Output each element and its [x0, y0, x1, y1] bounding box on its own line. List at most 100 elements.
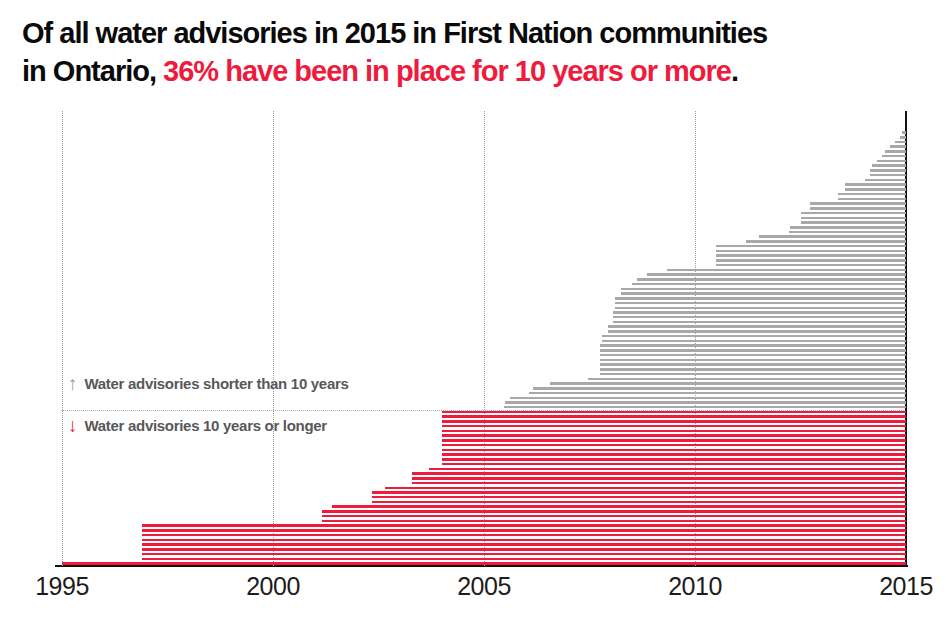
chart-title: Of all water advisories in 2015 in First… — [22, 14, 946, 91]
advisory-bar — [550, 382, 906, 385]
advisory-bar — [442, 425, 906, 428]
advisory-bar — [142, 553, 906, 556]
legend-longer-label: Water advisories 10 years or longer — [85, 417, 327, 434]
x-axis-labels: 19952000200520102015 — [62, 566, 908, 606]
advisory-bar — [412, 477, 906, 480]
advisory-bar — [372, 496, 906, 499]
advisory-bar — [882, 155, 906, 158]
advisory-bar — [895, 141, 906, 144]
advisory-bar — [790, 226, 906, 229]
advisory-bar — [885, 150, 906, 153]
advisory-bar — [810, 207, 906, 210]
advisory-bar — [637, 278, 906, 281]
advisory-bar — [865, 179, 906, 182]
advisory-bar — [529, 392, 906, 395]
x-tick-label-2015: 2015 — [879, 572, 933, 601]
advisory-bar — [613, 311, 906, 314]
advisory-bar — [845, 183, 906, 186]
advisory-bar — [142, 524, 906, 527]
advisory-bar — [615, 307, 906, 310]
advisory-bar — [505, 401, 906, 404]
advisory-bar — [504, 406, 906, 409]
advisory-bar — [142, 539, 906, 542]
advisory-bar — [442, 420, 906, 423]
advisory-bar — [872, 164, 906, 167]
advisory-bar — [322, 520, 906, 523]
advisory-bar — [332, 505, 906, 508]
advisory-bar — [877, 160, 906, 163]
advisory-bar — [533, 387, 906, 390]
advisory-bar — [62, 562, 906, 565]
advisory-bar — [716, 245, 906, 248]
advisory-bar — [600, 354, 906, 357]
advisory-bar — [600, 363, 906, 366]
advisory-bar — [142, 543, 906, 546]
advisory-bar — [142, 558, 906, 561]
advisory-bar — [372, 501, 906, 504]
advisory-bar — [442, 444, 906, 447]
advisory-bar — [801, 221, 906, 224]
advisory-bar — [372, 491, 906, 494]
advisory-bar — [442, 453, 906, 456]
advisory-bar — [902, 131, 906, 134]
advisory-bar — [716, 250, 906, 253]
advisory-bar — [789, 231, 906, 234]
advisory-bar — [870, 169, 906, 172]
advisory-bar — [322, 515, 906, 518]
advisory-bar — [759, 235, 906, 238]
advisory-bar — [667, 269, 906, 272]
advisory-bar — [632, 283, 906, 286]
advisory-bar — [510, 397, 906, 400]
advisory-bar — [716, 259, 906, 262]
advisory-bar — [442, 449, 906, 452]
advisory-bar — [602, 340, 906, 343]
x-tick-label-2005: 2005 — [457, 572, 511, 601]
x-tick-label-2000: 2000 — [246, 572, 300, 601]
advisory-bar — [600, 349, 906, 352]
legend-shorter-label: Water advisories shorter than 10 years — [85, 375, 349, 392]
gridline-2000 — [273, 111, 274, 566]
chart-title-line1: Of all water advisories in 2015 in First… — [22, 14, 946, 52]
advisory-bar — [900, 136, 906, 139]
plot-wrap: ↑ Water advisories shorter than 10 years… — [62, 111, 908, 566]
advisory-bar — [608, 330, 906, 333]
advisory-bar — [801, 212, 906, 215]
advisory-bar — [602, 335, 906, 338]
plot-area: ↑ Water advisories shorter than 10 years… — [62, 111, 906, 566]
down-arrow-icon: ↓ — [68, 416, 78, 435]
advisory-bar — [890, 145, 906, 148]
advisory-bar — [613, 316, 906, 319]
legend-longer: ↓ Water advisories 10 years or longer — [68, 416, 327, 435]
advisory-bar — [442, 430, 906, 433]
x-tick-label-1995: 1995 — [35, 572, 89, 601]
advisory-bar — [621, 288, 906, 291]
advisory-bar — [615, 302, 906, 305]
x-tick-label-2010: 2010 — [668, 572, 722, 601]
advisory-bar — [442, 411, 906, 414]
advisory-bar — [810, 202, 906, 205]
advisory-bar — [429, 468, 906, 471]
chart-title-stat: 36% have been in place for 10 years or m… — [163, 55, 731, 87]
advisory-bar — [845, 188, 906, 191]
gridline-1995 — [62, 111, 63, 566]
advisory-bar — [442, 463, 906, 466]
advisory-bar — [442, 439, 906, 442]
advisory-bar — [600, 373, 906, 376]
advisory-bar — [613, 321, 906, 324]
advisory-bar — [412, 482, 906, 485]
advisory-bar — [838, 193, 906, 196]
advisory-bar — [801, 217, 906, 220]
chart-title-line2-black: in Ontario, — [22, 55, 163, 87]
advisory-bar — [442, 458, 906, 461]
legend-shorter: ↑ Water advisories shorter than 10 years — [68, 374, 349, 393]
advisory-bar — [412, 472, 906, 475]
advisory-bar — [600, 368, 906, 371]
advisory-bar — [615, 297, 906, 300]
advisory-bar — [142, 529, 906, 532]
advisory-bar — [716, 264, 906, 267]
advisory-bar — [385, 487, 906, 490]
advisory-bar — [716, 254, 906, 257]
advisory-bar — [746, 240, 906, 243]
advisory-bar — [608, 325, 906, 328]
advisory-bar — [870, 174, 906, 177]
